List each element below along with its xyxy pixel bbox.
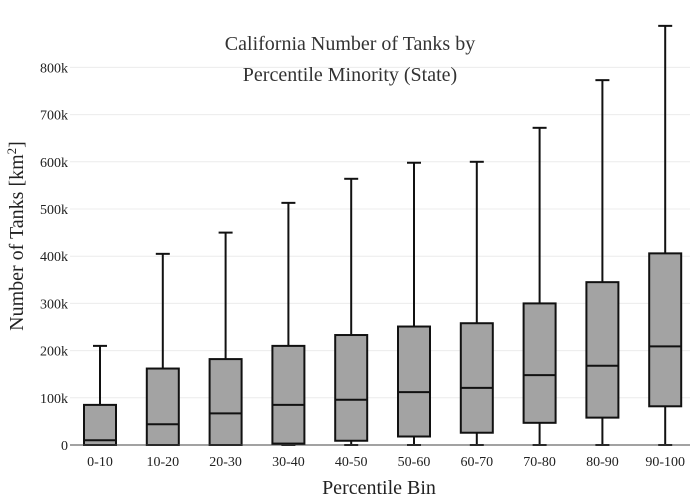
box-group	[334, 177, 369, 446]
y-tick-labels: 0 100k 200k 300k 400k 500k 600k 700k 800k	[40, 61, 68, 454]
box-group	[522, 126, 557, 446]
y-axis-title-main: Number of Tanks [km	[6, 154, 28, 331]
box-iqr	[648, 252, 683, 408]
box-group	[397, 161, 431, 446]
x-tick-label: 60-70	[460, 455, 493, 470]
y-tick-label: 600k	[40, 156, 68, 171]
box-iqr	[397, 325, 431, 438]
y-tick-label: 400k	[40, 250, 68, 265]
box-group	[271, 201, 306, 446]
box-iqr	[83, 403, 117, 447]
box-group	[585, 79, 620, 446]
box-iqr	[522, 302, 557, 424]
box-group	[145, 252, 180, 447]
y-tick-label: 500k	[40, 203, 68, 218]
y-axis-title: Number of Tanks [km2]	[4, 141, 28, 331]
chart-title-line-1: California Number of Tanks by	[225, 33, 475, 55]
box-iqr	[459, 322, 494, 434]
x-axis-title: Percentile Bin	[322, 477, 436, 499]
box-iqr	[145, 367, 180, 447]
grid-layer	[70, 66, 690, 399]
y-axis-title-end: ]	[6, 141, 28, 148]
x-tick-label: 90-100	[645, 455, 685, 470]
y-axis-title-sup: 2	[4, 148, 19, 155]
x-tick-labels: 0-10 10-20 20-30 30-40 40-50 50-60 60-70 70-80 8…	[87, 455, 685, 470]
box-iqr	[271, 344, 306, 445]
x-tick-label: 30-40	[272, 455, 305, 470]
y-tick-label: 800k	[40, 61, 68, 76]
x-tick-label: 80-90	[586, 455, 619, 470]
box-layer	[83, 24, 683, 447]
x-tick-label: 10-20	[146, 455, 179, 470]
box-group	[208, 231, 243, 447]
x-tick-label: 70-80	[523, 455, 556, 470]
box-group	[83, 344, 117, 447]
box-iqr	[585, 281, 620, 419]
x-tick-label: 20-30	[209, 455, 242, 470]
box-group	[648, 24, 683, 446]
box-group	[459, 160, 494, 446]
y-tick-label: 0	[61, 439, 68, 454]
x-tick-label: 0-10	[87, 455, 113, 470]
box-iqr	[334, 334, 369, 442]
box-iqr	[208, 358, 243, 447]
y-tick-label: 100k	[40, 392, 68, 407]
chart-title-line-2: Percentile Minority (State)	[243, 64, 457, 86]
y-tick-label: 700k	[40, 109, 68, 124]
x-tick-label: 40-50	[335, 455, 368, 470]
y-tick-label: 200k	[40, 345, 68, 360]
x-tick-label: 50-60	[398, 455, 431, 470]
y-tick-label: 300k	[40, 297, 68, 312]
